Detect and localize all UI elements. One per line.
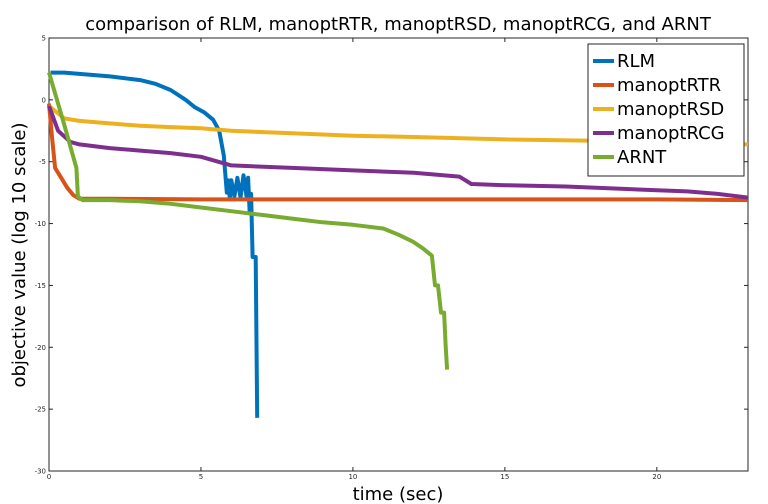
y-tick-label: 5 [42,35,46,43]
legend: RLM manoptRTR manoptRSD manoptRCG ARNT [587,43,745,177]
legend-label: ARNT [617,147,667,168]
y-tick-label: 0 [42,96,46,104]
x-tick-label: 20 [652,473,661,481]
y-axis-label: objective value (log 10 scale) [9,122,30,387]
x-tick-label: 10 [348,473,357,481]
x-tick-label: 5 [199,473,203,481]
series-line-manoptrsd [47,104,749,147]
legend-label: RLM [617,51,655,72]
y-tick-label: -10 [35,220,46,228]
y-tick-label: -25 [35,406,46,414]
chart-title: comparison of RLM, manoptRTR, manoptRSD,… [85,14,712,35]
y-tick-label: -5 [39,158,46,166]
x-tick-label: 0 [47,473,51,481]
y-tick-label: -15 [35,282,46,290]
series-line-manoptrcg [47,105,749,200]
y-axis-ticks: -30 -25 -20 -15 -10 -5 0 5 [35,35,748,476]
x-axis-ticks: 0 5 10 15 20 [47,38,661,481]
legend-label: manoptRSD [617,99,724,120]
series-line-rlm [50,70,260,418]
y-tick-label: -30 [35,468,46,476]
x-axis-label: time (sec) [353,484,444,504]
legend-label: manoptRCG [617,123,725,144]
x-tick-label: 15 [500,473,509,481]
legend-label: manoptRTR [617,75,721,96]
data-series [47,70,749,418]
series-line-arnt [47,72,450,370]
y-tick-label: -20 [35,344,46,352]
